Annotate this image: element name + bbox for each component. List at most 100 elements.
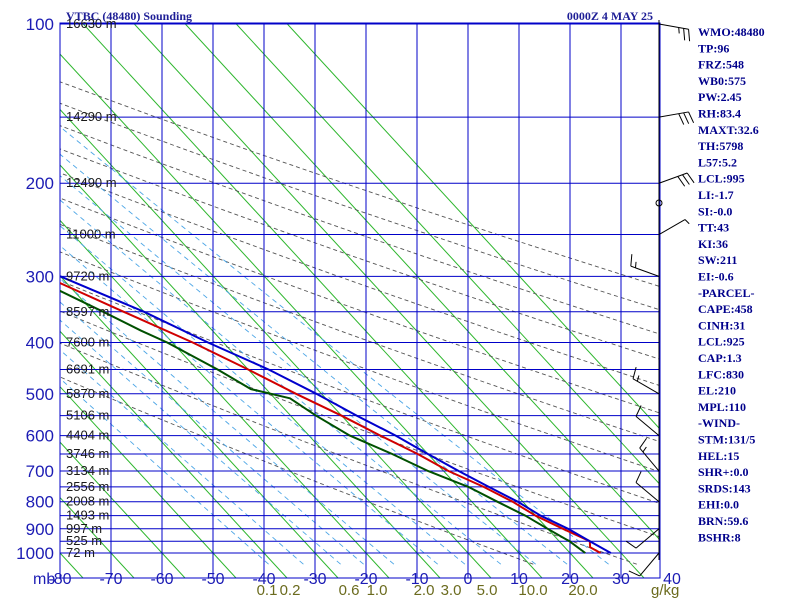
stability-index: MPL:110 [698,400,746,414]
stability-index: WB0:575 [698,74,746,88]
isotherm-lines [60,23,660,578]
temperature-tick-label: 10 [510,571,528,588]
height-label: 6691 m [66,362,109,377]
height-label: 5106 m [66,408,109,423]
height-label: 11000 m [66,227,116,242]
wind-barb-feather [678,113,685,125]
temperature-tick-label: -20 [354,571,377,588]
wind-barb-feather [682,174,690,185]
temperature-tick-label: -10 [405,571,428,588]
stability-index: PW:2.45 [698,90,742,104]
pressure-tick-label: 200 [26,174,54,193]
stability-index: LI:-1.7 [698,188,734,202]
wind-barb-feather [688,111,695,124]
mixing-ratio-label: 3.0 [441,582,462,599]
stability-index: EI:-0.6 [698,270,734,284]
height-label: 8597 m [66,304,109,319]
wind-barb-feather [678,27,680,34]
mixing-ratio-unit: g/kg [651,582,679,599]
wind-barb [639,437,660,472]
wind-barb [628,552,660,577]
stability-index: MAXT:32.6 [698,123,759,137]
mixing-ratio-axis: 0.1 0.2 0.6 1.0 2.0 3.0 5.0 10.0 20.0 [257,582,598,599]
stability-index: HEL:15 [698,449,739,463]
mixing-ratio-line [60,301,364,565]
stability-index: STM:131/5 [698,433,755,447]
pressure-axis-unit: mb [33,571,55,588]
isotherm-line [184,23,660,541]
wind-barb [658,111,695,125]
dry-adiabat-line [60,223,660,443]
height-label: 4404 m [66,428,109,443]
temperature-axis: -80 -70 -60 -50 -40 -30 -20 -10 0 10 20 30 40 [48,571,681,588]
isotherm-line [60,53,543,578]
stability-index: CAPE:458 [698,302,753,316]
wind-barb [630,254,660,277]
wind-barb-feather [683,28,686,41]
mixing-ratio-line [60,175,536,565]
mixing-ratio-line [60,319,341,565]
stability-index: FRZ:548 [698,58,744,72]
isotherm-line [60,108,492,578]
temperature-tick-label: -50 [201,571,224,588]
stability-index: KI:36 [698,237,728,251]
dry-adiabat-line [60,280,660,505]
wind-barb-staff [639,552,660,577]
mixing-ratio-label: 5.0 [477,582,498,599]
pressure-tick-label: 500 [26,385,54,404]
dry-adiabat-line [60,376,534,565]
parcel-trace [60,275,612,554]
isotherm-line [60,330,288,578]
wind-barb-staff [635,482,660,503]
wind-barb-feather [636,375,640,382]
stability-index: -PARCEL- [698,286,754,300]
mixing-ratio-label: 2.0 [414,582,435,599]
stability-index: BRN:59.6 [698,514,748,528]
height-label: 1493 m [66,508,109,523]
mixing-ratio-line [60,225,466,565]
dry-adiabat-line [60,148,660,360]
temperature-tick-label: 30 [612,571,630,588]
temperature-tick-label: -80 [48,571,71,588]
dry-adiabat-lines [60,81,660,565]
mixing-ratio-line [60,199,502,565]
mixing-ratio-label: 1.0 [367,582,388,599]
height-label: 2556 m [66,479,109,494]
temperature-tick-label: 0 [464,571,473,588]
height-label: 2008 m [66,494,109,509]
mixing-ratio-line [60,278,395,565]
mixing-ratio-label: 0.2 [280,582,301,599]
stability-index: LFC:830 [698,367,744,381]
stability-index: TT:43 [698,221,729,235]
wind-barb-feather [635,261,637,268]
isotherm-line [133,23,645,578]
mixing-ratio-label: 10.0 [518,582,547,599]
stability-index: WMO:48480 [698,25,765,39]
stability-index: TP:96 [698,41,729,55]
wind-calm-marker [655,199,663,207]
height-label: 12490 m [66,175,117,190]
mixing-ratio-line [60,349,304,565]
stability-index: CAP:1.3 [698,351,742,365]
mixing-ratio-label: 20.0 [568,582,597,599]
stability-index: SI:-0.0 [698,204,732,218]
height-labels: 16630 m 14290 m 12490 m 11000 m 9720 m 8597 m… [66,16,117,560]
mixing-ratio-label: 0.1 [257,582,278,599]
temperature-tick-label: 40 [663,571,681,588]
dry-adiabat-line [60,197,660,414]
wind-barb-feather [630,254,633,267]
dry-adiabat-line [60,102,660,311]
wind-barb-feather [688,29,691,42]
dewpoint-trace [60,289,586,554]
wind-barb-feather [686,172,695,184]
wind-barb-feather [683,112,690,124]
dry-adiabat-line [60,172,660,387]
mixing-ratio-line [60,377,269,565]
stability-index: EHI:0.0 [698,498,739,512]
dry-adiabat-line [60,251,660,473]
height-label: 16630 m [66,16,117,31]
height-label: 3134 m [66,463,109,478]
stability-index: BSHR:8 [698,530,741,544]
